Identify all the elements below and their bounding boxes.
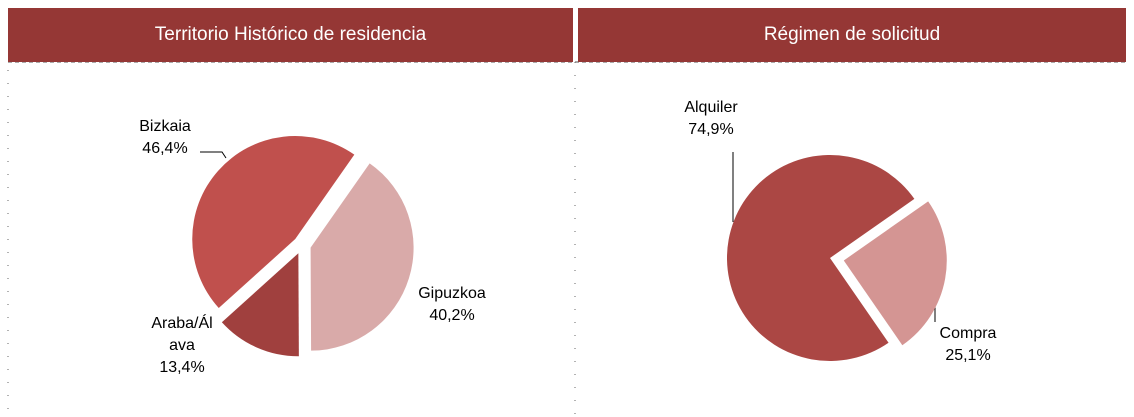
slice-value: 46,4% [142,140,188,157]
slice-name: Araba/Álava [151,315,213,354]
slice-name: Gipuzkoa [418,285,486,302]
slice-value: 74,9% [688,121,734,138]
slice-label: Gipuzkoa 40,2% [418,283,486,327]
slice-name: Bizkaia [139,118,191,135]
slice-value: 40,2% [429,307,475,324]
pie-slice [192,136,355,309]
chart-title: Territorio Histórico de residencia [8,8,573,62]
pie-slice [221,253,299,357]
leader [200,151,227,159]
slice-name: Alquiler [684,99,738,116]
slice-label: Bizkaia 46,4% [139,116,191,160]
slice-label: Araba/Álava 13,4% [149,313,215,379]
pie-slice [727,154,915,361]
pie-slice [310,163,414,351]
slice-label: Compra 25,1% [940,323,997,367]
chart-title: Régimen de solicitud [578,8,1126,62]
pie-slice [843,201,947,346]
slice-name: Compra [939,325,997,342]
slice-value: 25,1% [945,347,991,364]
slice-value: 13,4% [159,359,205,376]
slice-label: Alquiler 74,9% [684,97,737,141]
